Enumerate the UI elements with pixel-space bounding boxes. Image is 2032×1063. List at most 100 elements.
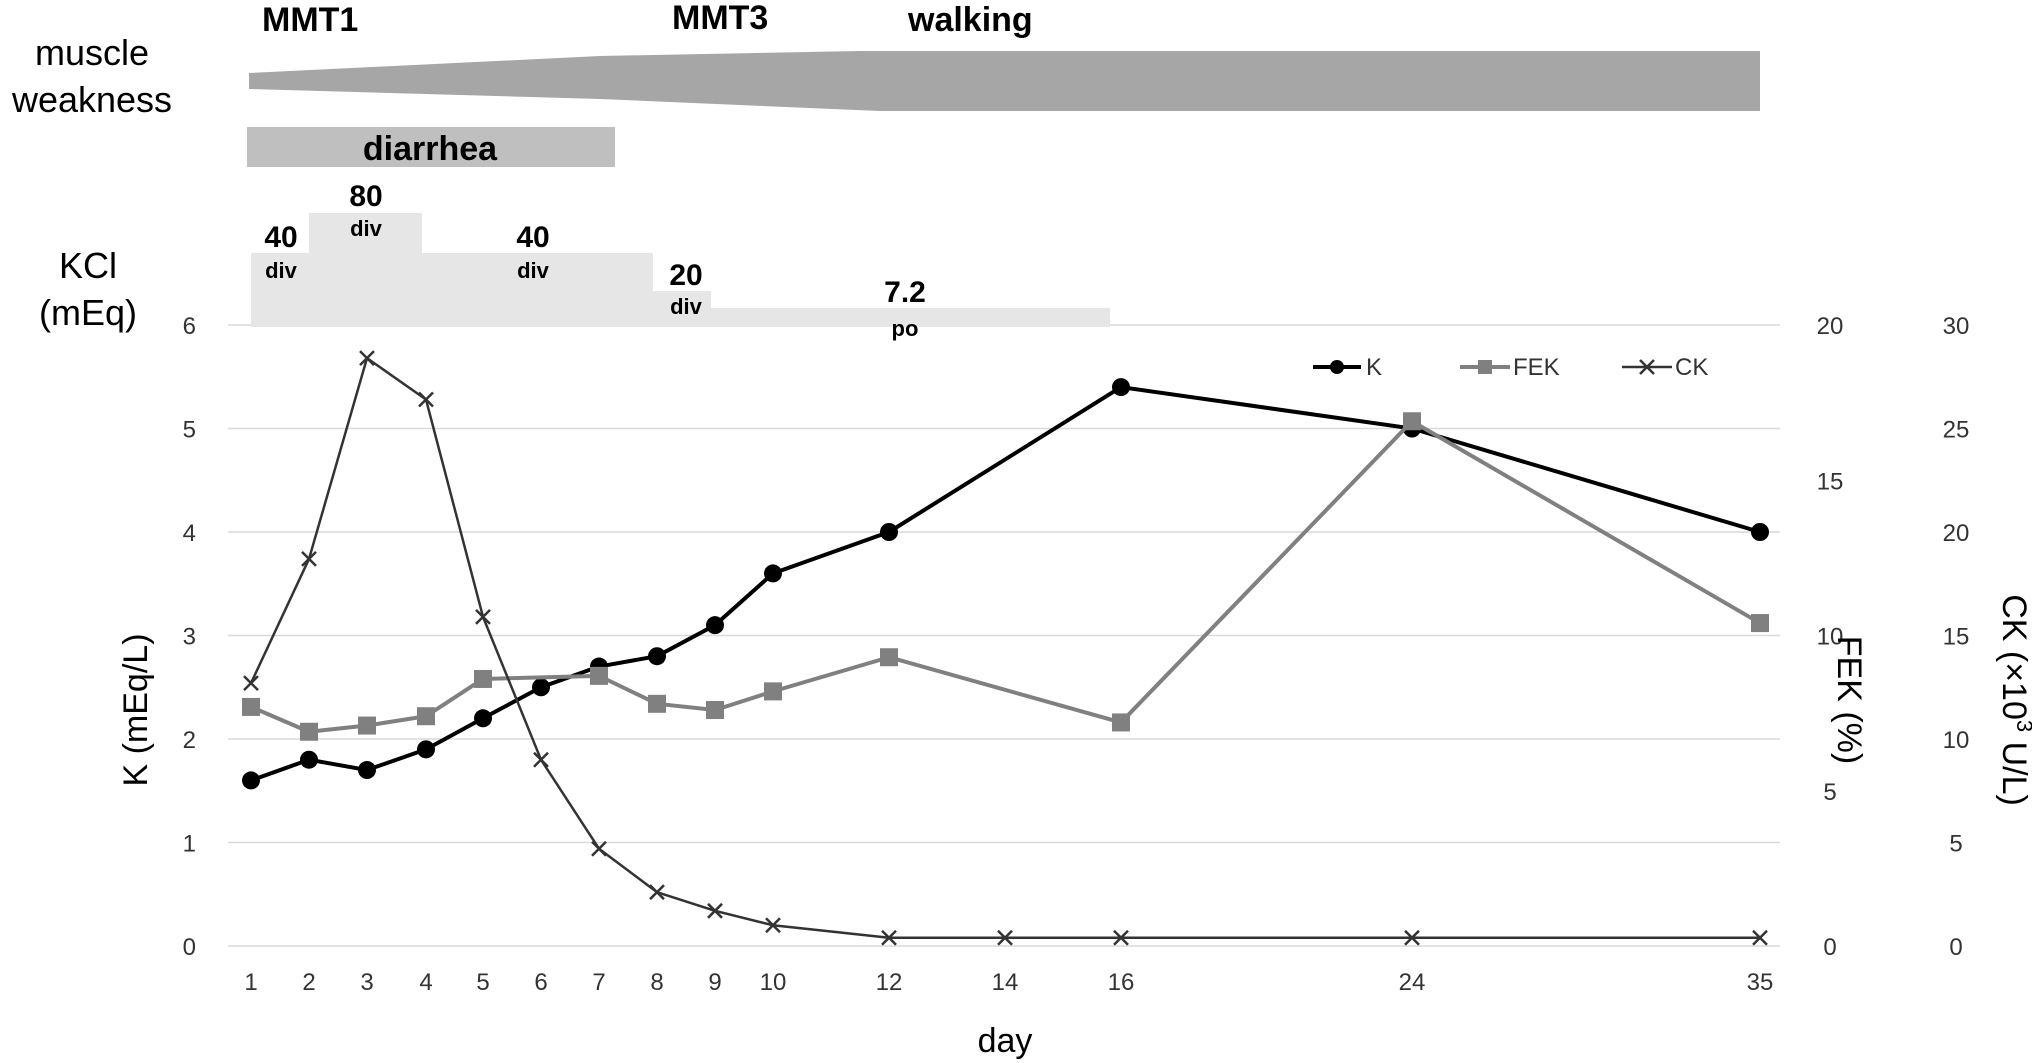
series-line-k [250,385,1761,783]
x-tick-label: 9 [708,969,721,996]
tick-labels: 1 2 3 4 5 6 7 8 9 10 12 14 16 24 350123456051015200510… [183,313,1970,996]
x-tick-label: 2 [302,969,315,996]
data-point-k [706,616,724,635]
series-line-ck [249,356,1760,939]
data-point-ck [881,929,897,946]
weakness-label: weakness [11,79,172,120]
y-right1-tick-label: 10 [1817,624,1844,651]
muscle-label: muscle [35,32,149,73]
kcl-dose-value: 40 [264,221,297,254]
x-tick-label: 1 [244,969,257,996]
legend-ck-marker [1639,359,1655,375]
data-point-ck [301,551,317,567]
y-right1-tick-label: 5 [1823,779,1836,806]
x-axis-title: day [978,1022,1033,1060]
data-point-fek [474,669,492,688]
kcl-dose-route: div [517,258,550,283]
ck-title-tail: U/L) [1995,732,2032,806]
series-layer [242,350,1769,946]
x-tick-label: 4 [419,969,432,996]
gridlines [228,324,1780,947]
data-point-fek [1751,614,1769,633]
diarrhea-label: diarrhea [363,130,498,168]
ck-title-sup: 3 [2012,720,2032,732]
legend-fek-marker [1478,360,1492,374]
y-right2-axis-title: CK (×103 U/L) [1995,594,2032,806]
kcl-unit-label: (mEq) [39,292,137,333]
x-tick-label: 12 [876,969,903,996]
x-tick-label: 8 [650,969,663,996]
x-tick-label: 16 [1108,969,1135,996]
data-point-fek [880,648,898,667]
data-point-fek [764,682,782,701]
legend-fek-label: FEK [1513,354,1560,381]
legend: K FEK CK [1313,354,1708,381]
x-tick-label: 14 [992,969,1019,996]
data-point-k [1751,523,1769,541]
kcl-dose-bar [711,308,1110,327]
data-point-fek [648,694,666,713]
kcl-dose-value: 20 [669,259,702,292]
data-point-fek [300,722,318,741]
data-point-k [417,740,435,759]
data-point-fek [1112,713,1130,732]
x-tick-label: 3 [360,969,373,996]
kcl-dose-route: div [670,294,703,319]
y-right2-tick-label: 25 [1943,417,1970,444]
x-tick-label: 6 [534,969,547,996]
walking-label: walking [907,1,1033,39]
y-left-axis-title: K (mEq/L) [117,633,155,786]
data-point-ck [765,917,781,934]
data-point-k [358,761,376,780]
kcl-dose-bar [422,253,653,327]
y-left-tick-label: 3 [183,624,196,651]
data-point-k [474,709,492,728]
legend-k-marker [1330,360,1344,374]
data-point-ck [418,391,434,408]
y-left-tick-label: 1 [183,831,196,858]
y-right1-tick-label: 0 [1823,934,1836,961]
x-tick-label: 35 [1747,969,1774,996]
y-right2-tick-label: 30 [1943,313,1970,340]
data-point-ck [997,929,1013,946]
y-right1-axis-title: FEK (%) [1830,636,1868,764]
y-left-tick-label: 2 [183,727,196,754]
kcl-dose-bar [309,213,422,327]
data-point-ck [1113,929,1129,946]
legend-ck-label: CK [1675,354,1708,381]
data-point-k [880,523,898,541]
kcl-dose-value: 40 [516,221,549,254]
kcl-dose-value: 7.2 [884,276,926,309]
data-point-fek [242,697,260,716]
data-point-ck [1404,929,1420,946]
y-right1-tick-label: 15 [1817,468,1844,495]
muscle-weakness-bar [249,51,1760,111]
kcl-dose-route: div [350,216,383,241]
data-point-k [300,750,318,769]
data-point-ck [649,884,665,901]
legend-k-label: K [1366,354,1382,381]
y-left-tick-label: 4 [183,520,196,547]
data-point-k [764,564,782,583]
diarrhea-bar [247,127,615,167]
y-left-tick-label: 5 [183,417,196,444]
x-tick-label: 24 [1399,969,1426,996]
data-point-k [532,678,550,697]
kcl-dose-route: div [265,258,298,283]
data-point-k [648,647,666,666]
mmt3-label: MMT3 [672,0,768,37]
data-point-ck [533,751,549,768]
kcl-dose-route: po [892,316,919,341]
data-point-fek [706,701,724,720]
y-right2-tick-label: 5 [1949,831,1962,858]
data-point-ck [1752,929,1768,946]
data-point-ck [475,608,491,625]
kcl-dose-value: 80 [349,180,382,213]
data-point-fek [590,666,608,685]
y-left-tick-label: 6 [183,313,196,340]
data-point-ck [359,350,375,367]
x-tick-label: 5 [476,969,489,996]
kcl-dose-bar [653,291,711,327]
x-tick-label: 7 [592,969,605,996]
